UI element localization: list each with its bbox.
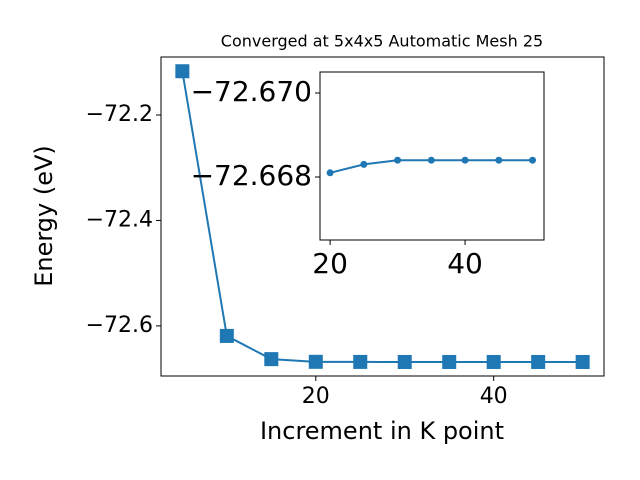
data-point bbox=[529, 156, 537, 164]
x-tick-label: 40 bbox=[480, 384, 508, 409]
data-point bbox=[360, 160, 368, 168]
data-point bbox=[264, 352, 279, 367]
y-tick-label: −72.6 bbox=[86, 313, 153, 338]
data-point bbox=[427, 156, 435, 164]
y-tick-label: −72.668 bbox=[191, 159, 312, 192]
data-point bbox=[397, 354, 412, 369]
y-tick-label: −72.670 bbox=[191, 75, 312, 108]
y-tick-label: −72.2 bbox=[86, 102, 153, 127]
data-point bbox=[326, 169, 334, 177]
data-point bbox=[175, 64, 190, 79]
axes-frame bbox=[160, 56, 605, 377]
data-point bbox=[531, 354, 546, 369]
x-axis-label: Increment in K point bbox=[260, 417, 504, 445]
data-point bbox=[486, 354, 501, 369]
x-tick-label: 40 bbox=[447, 247, 483, 280]
data-point bbox=[394, 156, 402, 164]
data-point bbox=[495, 156, 503, 164]
data-point bbox=[442, 354, 457, 369]
data-point bbox=[308, 354, 323, 369]
x-tick-label: 20 bbox=[312, 247, 348, 280]
chart-title: Converged at 5x4x5 Automatic Mesh 25 bbox=[221, 32, 543, 51]
series-line bbox=[181, 71, 583, 363]
data-point bbox=[219, 328, 234, 343]
y-tick-label: −72.4 bbox=[86, 207, 153, 232]
x-tick-label: 20 bbox=[302, 384, 330, 409]
data-point bbox=[575, 354, 590, 369]
y-axis-label: Energy (eV) bbox=[30, 145, 58, 287]
axes-frame bbox=[319, 71, 545, 241]
data-point bbox=[353, 354, 368, 369]
axes-background bbox=[320, 72, 544, 240]
data-point bbox=[461, 156, 469, 164]
